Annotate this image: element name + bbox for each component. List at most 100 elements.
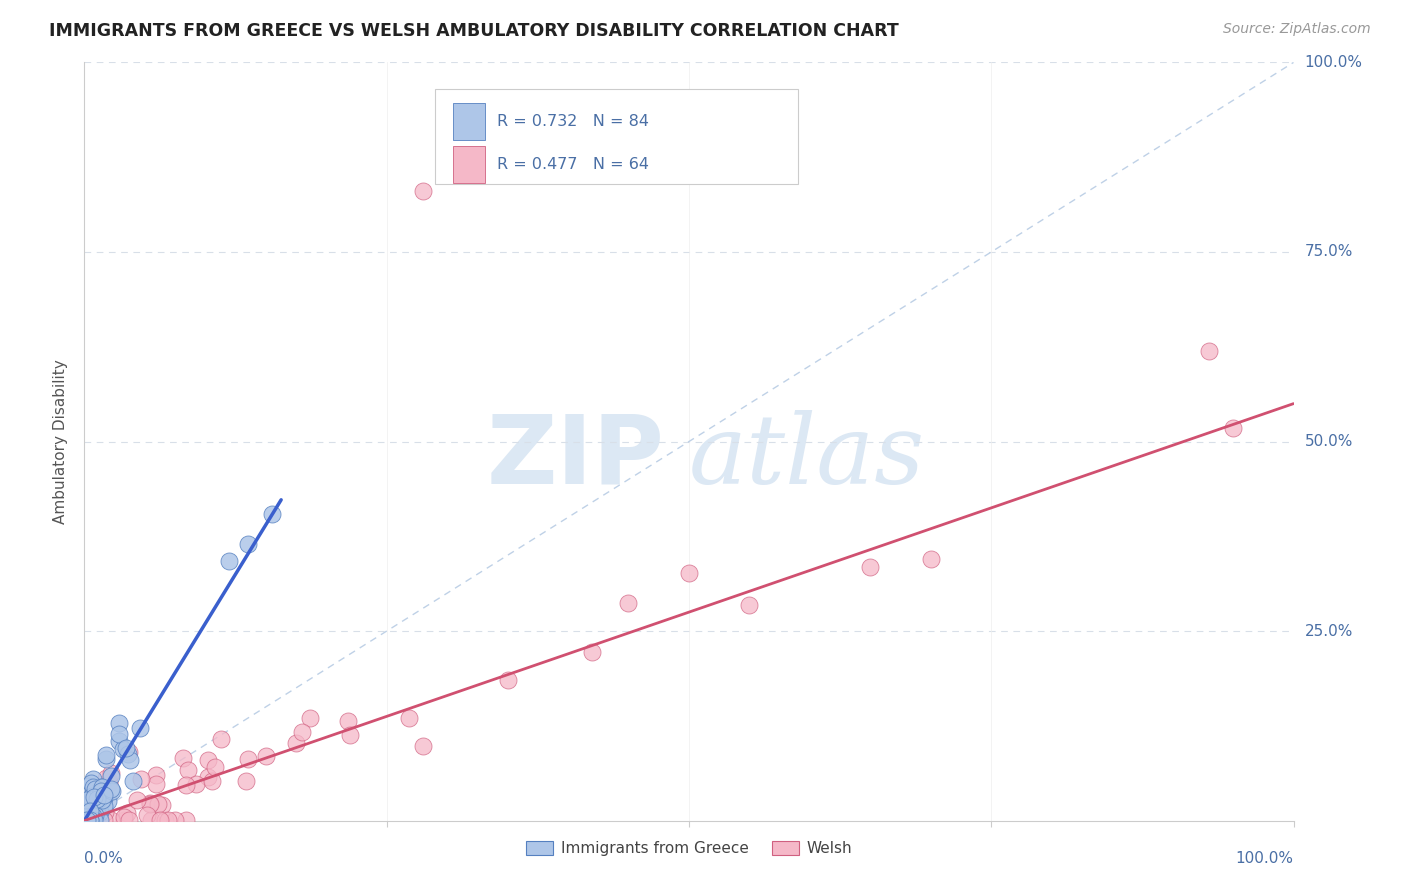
Point <box>145 777 167 791</box>
Point <box>235 773 257 788</box>
Point <box>84 808 107 822</box>
Point <box>75 813 97 827</box>
Point <box>94 747 117 762</box>
Point <box>94 771 117 785</box>
Legend: Immigrants from Greece, Welsh: Immigrants from Greece, Welsh <box>519 835 859 863</box>
Point <box>141 813 163 827</box>
Text: IMMIGRANTS FROM GREECE VS WELSH AMBULATORY DISABILITY CORRELATION CHART: IMMIGRANTS FROM GREECE VS WELSH AMBULATO… <box>49 22 898 40</box>
Point <box>83 780 105 795</box>
Text: 100.0%: 100.0% <box>1236 851 1294 866</box>
Point <box>398 711 420 725</box>
Point <box>75 813 97 827</box>
Point <box>738 599 761 613</box>
Text: R = 0.732   N = 84: R = 0.732 N = 84 <box>496 114 648 129</box>
Point <box>77 813 100 827</box>
Point <box>83 792 105 806</box>
Point <box>83 789 105 804</box>
Point <box>82 792 104 806</box>
Point <box>75 810 97 824</box>
Point <box>86 793 108 807</box>
Point <box>412 184 434 198</box>
Point <box>86 799 108 814</box>
Point <box>298 711 321 725</box>
Point <box>79 793 101 807</box>
Point <box>97 774 120 789</box>
Point <box>82 787 104 801</box>
Point <box>1222 421 1244 435</box>
Point <box>260 507 283 521</box>
Point <box>149 813 172 827</box>
Point <box>93 813 115 827</box>
FancyBboxPatch shape <box>453 103 485 140</box>
Point <box>75 798 97 813</box>
Point <box>678 566 700 580</box>
Point <box>1198 343 1220 358</box>
Point <box>177 764 200 778</box>
Point <box>79 813 101 827</box>
Point <box>146 797 169 812</box>
Point <box>114 813 136 827</box>
Point <box>79 813 101 827</box>
Point <box>82 772 104 786</box>
Point <box>118 745 141 759</box>
Text: 75.0%: 75.0% <box>1305 244 1353 260</box>
Point <box>112 742 135 756</box>
Point <box>84 782 107 797</box>
Text: R = 0.477   N = 64: R = 0.477 N = 64 <box>496 157 648 172</box>
Point <box>238 752 260 766</box>
Point <box>100 784 122 798</box>
Point <box>84 803 107 817</box>
Point <box>76 813 98 827</box>
Point <box>82 799 104 814</box>
Point <box>79 813 101 827</box>
Point <box>93 791 115 805</box>
Point <box>174 813 197 827</box>
Point <box>79 812 101 826</box>
Text: ZIP: ZIP <box>486 410 665 503</box>
Point <box>76 813 98 827</box>
Point <box>80 776 103 790</box>
Point <box>115 740 138 755</box>
Point <box>285 736 308 750</box>
Point <box>82 780 104 794</box>
Point <box>107 726 129 740</box>
Point <box>90 783 112 797</box>
Point <box>80 813 103 827</box>
Point <box>84 797 107 811</box>
Point <box>112 810 135 824</box>
Point <box>90 780 112 794</box>
Point <box>138 797 160 811</box>
Text: 25.0%: 25.0% <box>1305 624 1353 639</box>
Point <box>201 773 224 788</box>
Point <box>89 813 111 827</box>
Point <box>100 769 122 783</box>
Point <box>150 797 173 812</box>
Point <box>75 794 97 808</box>
Point <box>90 793 112 807</box>
Point <box>412 739 434 754</box>
Point <box>77 794 100 808</box>
Point <box>82 813 104 827</box>
Point <box>209 731 232 746</box>
Point <box>100 781 122 796</box>
Point <box>236 537 259 551</box>
Text: 50.0%: 50.0% <box>1305 434 1353 449</box>
Point <box>108 734 131 748</box>
Point <box>93 788 115 802</box>
Point <box>115 805 138 820</box>
Point <box>83 801 105 815</box>
Point <box>79 813 101 827</box>
Point <box>82 789 104 803</box>
Point <box>125 793 148 807</box>
FancyBboxPatch shape <box>434 89 797 184</box>
Point <box>91 793 114 807</box>
Point <box>163 813 186 827</box>
Point <box>75 793 97 807</box>
Point <box>83 810 105 824</box>
Point <box>197 771 219 785</box>
Point <box>129 772 152 786</box>
Point <box>76 813 98 827</box>
Point <box>128 721 150 735</box>
Point <box>80 794 103 808</box>
Point <box>76 801 98 815</box>
